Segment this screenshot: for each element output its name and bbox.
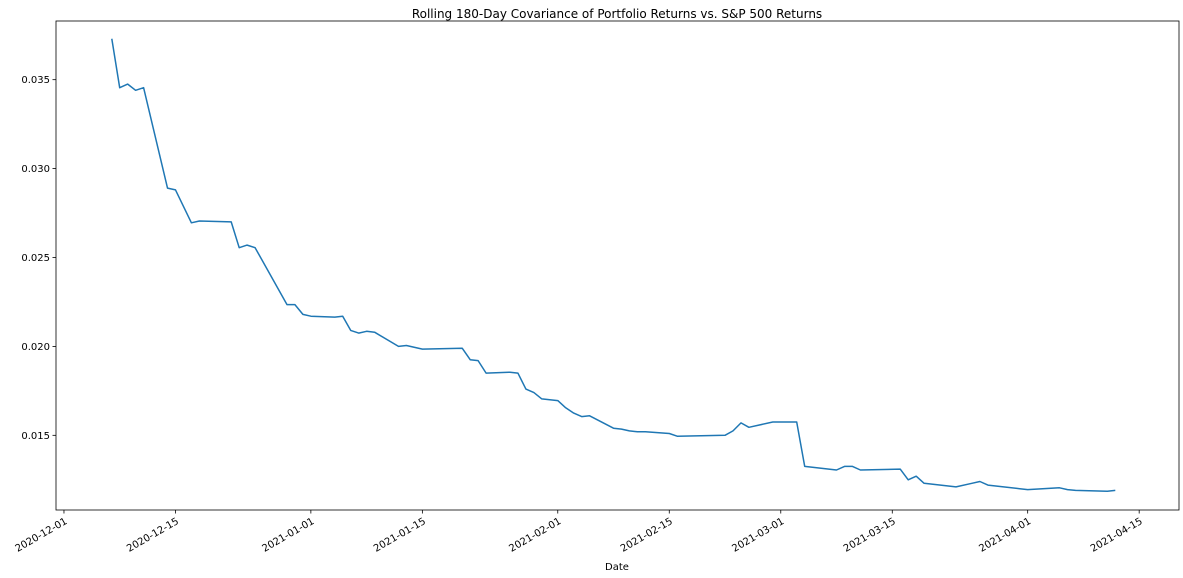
y-tick-label: 0.035 bbox=[21, 75, 50, 86]
series-line-0 bbox=[111, 38, 1116, 493]
plot-series bbox=[111, 38, 1116, 493]
chart-title: Rolling 180-Day Covariance of Portfolio … bbox=[412, 7, 822, 21]
y-tick-label: 0.030 bbox=[21, 164, 50, 175]
y-tick-label: 0.015 bbox=[21, 431, 50, 442]
x-axis-label: Date bbox=[605, 562, 629, 573]
plot-frame bbox=[55, 20, 1180, 511]
y-tick-label: 0.020 bbox=[21, 342, 50, 353]
y-axis: 0.015 0.020 0.025 0.030 0.035 bbox=[21, 75, 56, 442]
y-tick-label: 0.025 bbox=[21, 253, 50, 264]
